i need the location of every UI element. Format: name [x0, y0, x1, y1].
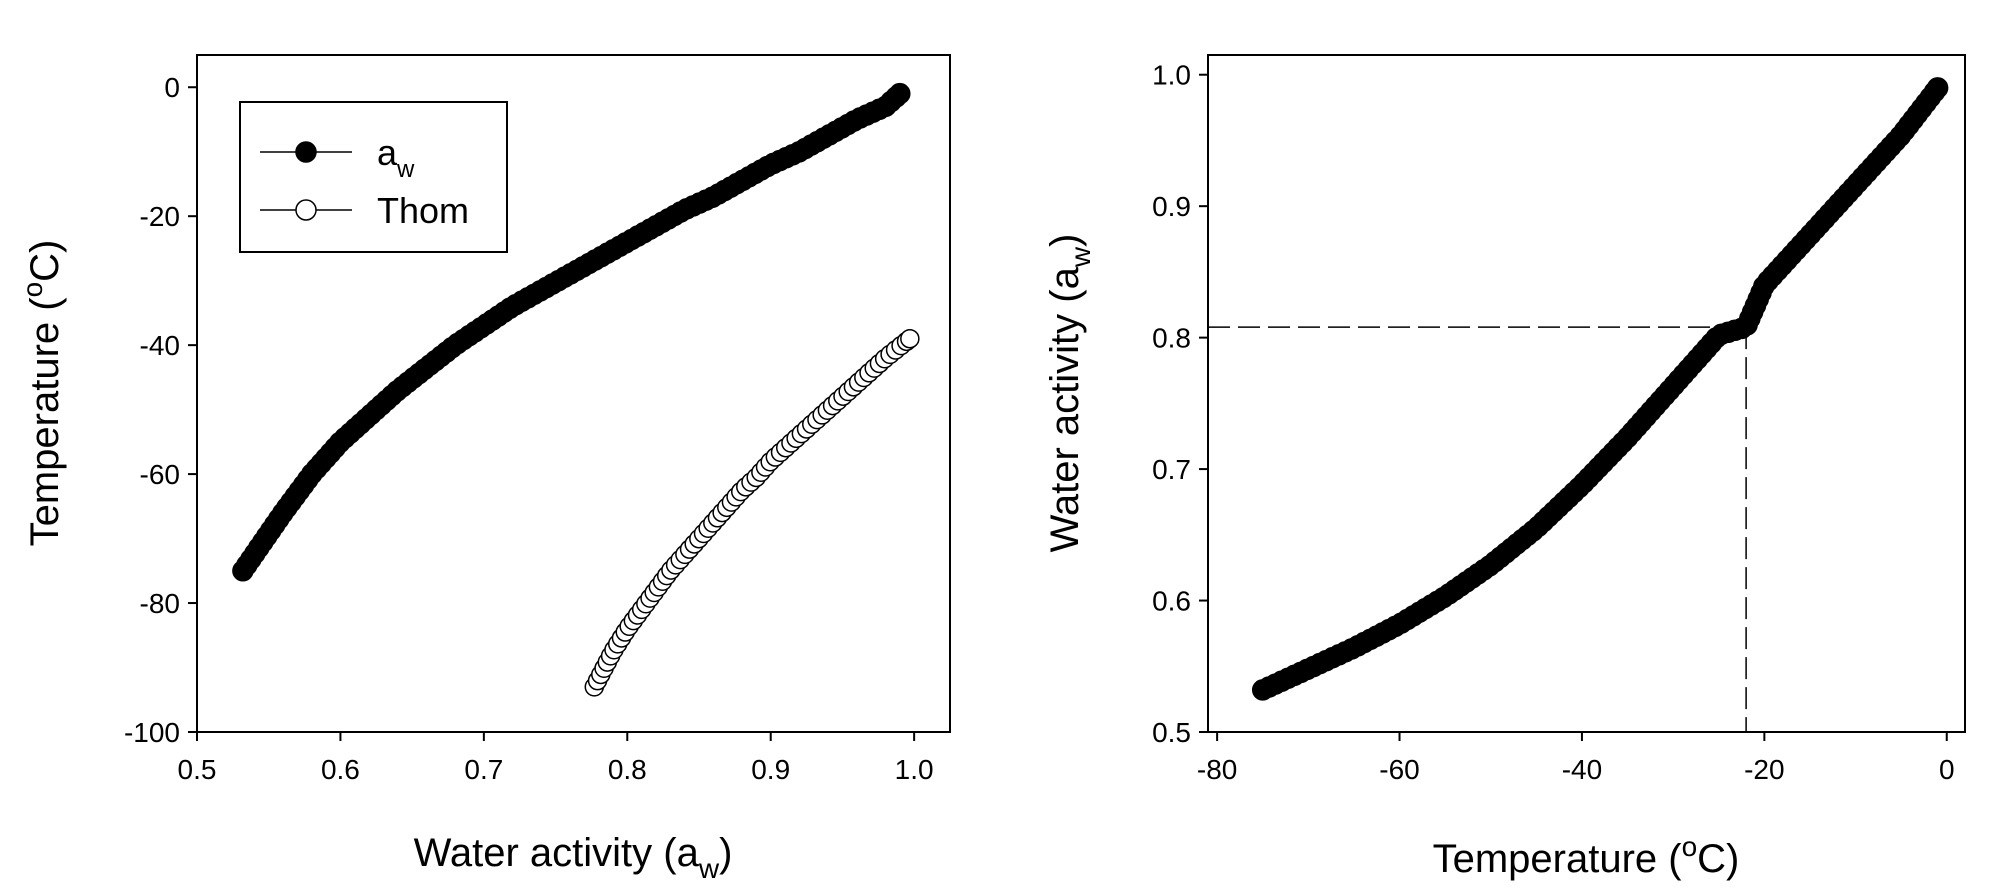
- right-y-tick-label: 0.8: [1152, 323, 1191, 354]
- right-y-axis-label-main: Water activity (a: [1043, 266, 1087, 552]
- right-ticks: -80 -60 -40 -20 0 0.5 0.6 0.7 0.8 0.9 1.0: [1152, 60, 1954, 785]
- right-y-axis-label-sub: w: [1065, 246, 1096, 268]
- thom-point: [900, 328, 920, 349]
- chart-left: 0.5 0.6 0.7 0.8 0.9 1.00-20-40-60-80-100 aw T…: [17, 54, 951, 884]
- left-x-tick-label: 0.9: [751, 754, 790, 785]
- left-y-axis-label: Temperature (oC): [17, 240, 67, 547]
- legend: aw Thom: [239, 101, 508, 253]
- left-x-tick-label: 0.8: [608, 754, 647, 785]
- left-y-tick-label: -60: [140, 459, 180, 490]
- left-x-axis-label-main: Water activity (a: [414, 831, 700, 875]
- legend-marker-thom: [295, 199, 317, 221]
- aw-point: [1926, 77, 1949, 99]
- left-y-tick-label: -100: [124, 717, 180, 748]
- left-ticks: 0.5 0.6 0.7 0.8 0.9 1.0 0 -20 -40 -60 -80 -100: [124, 72, 934, 785]
- right-reference-lines: [1208, 326, 1747, 732]
- left-y-axis-label-pre: Temperature (: [23, 297, 67, 547]
- right-y-tick-label: 0.9: [1152, 191, 1191, 222]
- left-y-axis-label-post: C): [23, 240, 67, 282]
- legend-box: [239, 101, 508, 253]
- left-x-tick-label: 0.6: [321, 754, 360, 785]
- right-series: [1251, 77, 1949, 701]
- aw-point: [889, 82, 911, 105]
- left-y-tick-label: -40: [140, 330, 180, 361]
- legend-label-thom: Thom: [377, 190, 469, 231]
- left-x-tick-label: 0.5: [178, 754, 217, 785]
- legend-aw-main: a: [377, 132, 398, 173]
- right-x-tick-label: 0: [1939, 754, 1955, 785]
- left-y-tick-label: -20: [140, 201, 180, 232]
- right-x-axis-label-pre: Temperature (: [1433, 837, 1683, 881]
- right-y-axis-label: Water activity (aw): [1043, 234, 1096, 553]
- left-x-tick-label: 0.7: [464, 754, 503, 785]
- left-x-axis-label-sub: w: [698, 853, 720, 884]
- right-y-tick-label: 1.0: [1152, 60, 1191, 91]
- chart-right: -80 -60 -40 -20 0 0.5 0.6 0.7 0.8 0.9 1.0 Temperat…: [1043, 54, 1966, 881]
- right-x-tick-label: -20: [1744, 754, 1784, 785]
- right-y-tick-label: 0.5: [1152, 717, 1191, 748]
- left-x-tick-label: 1.0: [895, 754, 934, 785]
- left-y-tick-label: 0: [164, 72, 180, 103]
- left-x-axis-label-end: ): [719, 831, 732, 875]
- right-plot-frame: [1207, 54, 1966, 733]
- right-x-axis-label-post: C): [1697, 837, 1739, 881]
- legend-label-aw: aw: [377, 132, 415, 183]
- left-plot-frame: [196, 54, 951, 733]
- right-x-tick-label: -40: [1562, 754, 1602, 785]
- right-x-tick-label: -60: [1379, 754, 1419, 785]
- right-x-axis-label-sup: o: [1682, 831, 1698, 862]
- right-y-tick-label: 0.7: [1152, 454, 1191, 485]
- left-y-tick-label: -80: [140, 588, 180, 619]
- right-x-axis-label: Temperature (oC): [1433, 831, 1740, 881]
- left-x-axis-label: Water activity (aw): [414, 831, 733, 884]
- legend-marker-aw: [295, 141, 317, 163]
- left-y-axis-label-sup: o: [17, 282, 48, 298]
- left-series-aw: [232, 82, 911, 582]
- left-series-thom: [584, 328, 920, 697]
- legend-aw-sub: w: [396, 156, 415, 183]
- right-y-axis-label-end: ): [1043, 234, 1087, 247]
- right-x-tick-label: -80: [1197, 754, 1237, 785]
- right-y-tick-label: 0.6: [1152, 586, 1191, 617]
